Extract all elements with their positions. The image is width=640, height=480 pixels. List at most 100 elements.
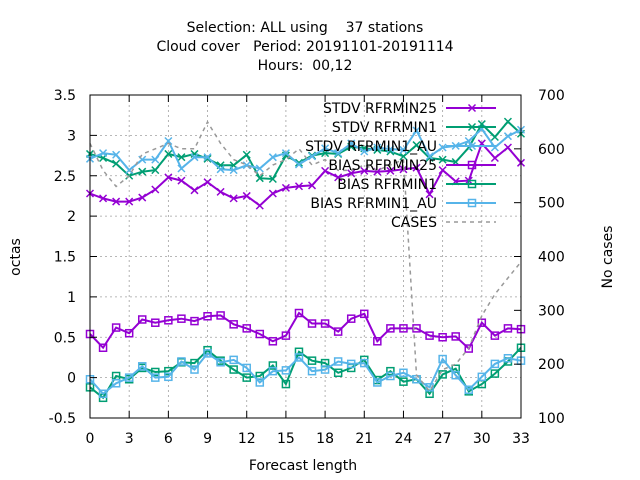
y2-tick-label: 100 [538,411,565,427]
series-line-bias-rfrmin25 [89,311,522,351]
data-point-bias-rfrmin1-au [386,371,395,381]
data-point-bias-rfrmin25 [242,324,251,333]
y2-tick-label: 200 [538,357,565,373]
data-point-stdv-rfrmin25 [438,166,447,175]
series-bias-rfrmin25 [85,308,526,353]
data-point-stdv-rfrmin25 [99,194,108,203]
data-point-bias-rfrmin1-au [320,365,330,374]
data-point-stdv-rfrmin1-au [125,166,134,175]
data-point-bias-rfrmin1-au [346,359,356,369]
legend-label: BIAS RFRMIN1_AU [310,196,437,212]
data-point-bias-rfrmin1-au [124,373,134,382]
data-point-stdv-rfrmin1-au [412,126,421,135]
data-point-stdv-rfrmin1-au [294,160,304,169]
data-point-bias-rfrmin25 [438,333,447,342]
data-point-bias-rfrmin25 [164,316,173,325]
data-point-stdv-rfrmin25 [334,173,343,182]
legend-marker [467,103,477,113]
data-point-bias-rfrmin1 [386,366,395,376]
data-point-bias-rfrmin1 [229,365,238,374]
data-point-bias-rfrmin1-au [490,359,500,369]
data-point-stdv-rfrmin1-au [281,149,290,158]
data-point-stdv-rfrmin1-au [347,139,356,148]
legend-entry-bias-rfrmin25: BIAS RFRMIN25 [328,158,496,174]
data-point-stdv-rfrmin1-au [438,143,447,152]
data-point-bias-rfrmin1 [399,377,408,386]
data-point-bias-rfrmin1-au [216,358,225,367]
x-tick-label: 9 [203,431,212,447]
data-point-stdv-rfrmin1-au [164,136,173,146]
x-tick-label: 21 [355,431,373,447]
data-point-stdv-rfrmin1-au [203,153,212,162]
y-tick-label: 0.5 [54,330,76,346]
data-point-stdv-rfrmin1-au [216,165,225,174]
data-point-bias-rfrmin25 [111,323,121,332]
data-point-bias-rfrmin1 [307,356,317,365]
data-point-stdv-rfrmin25 [360,166,369,175]
y2-tick-label: 700 [538,88,565,104]
data-point-stdv-rfrmin1 [294,158,304,167]
data-point-stdv-rfrmin1-au [255,164,264,173]
data-point-bias-rfrmin25 [320,319,330,328]
data-point-bias-rfrmin25 [333,327,343,336]
series-stdv-rfrmin25 [85,139,526,210]
legend-label: BIAS RFRMIN25 [328,158,437,174]
legend-entry-stdv-rfrmin1-au: STDV RFRMIN1_AU [305,139,496,155]
data-point-bias-rfrmin1 [490,369,500,378]
y-tick-label: -0.5 [49,411,76,427]
data-point-bias-rfrmin1 [164,366,173,376]
y2-tick-label: 300 [538,303,565,319]
series-line-stdv-rfrmin1 [89,120,522,181]
legend-marker [467,122,477,132]
data-point-stdv-rfrmin25 [229,194,238,203]
legend-marker [467,160,477,170]
legend-label: STDV RFRMIN1_AU [305,139,437,155]
data-point-stdv-rfrmin25 [268,189,277,198]
data-point-bias-rfrmin1 [294,347,304,357]
data-point-stdv-rfrmin25 [203,178,212,187]
data-point-bias-rfrmin25 [98,343,108,352]
y-tick-label: 1 [67,290,76,306]
plot-series [85,117,526,403]
data-point-bias-rfrmin1 [281,379,291,389]
data-point-bias-rfrmin1-au [503,353,513,363]
y-tick-label: 3 [67,128,76,144]
data-point-stdv-rfrmin1-au [307,152,317,161]
data-point-stdv-rfrmin1-au [399,145,408,154]
data-point-stdv-rfrmin1-au [177,164,186,173]
data-point-stdv-rfrmin25 [294,182,304,191]
data-point-bias-rfrmin25 [268,337,278,346]
data-point-bias-rfrmin25 [503,324,513,333]
data-point-bias-rfrmin1-au [98,389,108,399]
data-point-bias-rfrmin1-au [137,362,147,371]
data-point-stdv-rfrmin1 [503,117,512,126]
data-point-stdv-rfrmin1 [490,132,499,142]
data-point-bias-rfrmin25 [281,331,291,340]
series-cases [89,120,522,393]
x-tick-label: 0 [86,431,95,447]
y-tick-label: 2.5 [54,169,76,185]
grid [90,95,521,418]
y2-tick-label: 500 [538,196,565,212]
data-point-stdv-rfrmin25 [216,187,225,196]
data-point-stdv-rfrmin25 [242,191,251,200]
data-point-stdv-rfrmin25 [412,163,421,172]
data-point-stdv-rfrmin25 [386,166,395,175]
legend-label: BIAS RFRMIN1 [337,177,437,193]
data-point-stdv-rfrmin25 [281,183,290,192]
chart-title: Selection: ALL using 37 stations Cloud c… [156,20,453,74]
data-point-bias-rfrmin1-au [268,366,278,376]
y2-axis-label: No cases [600,226,616,289]
data-point-stdv-rfrmin25 [112,197,121,206]
legend-marker [467,141,477,151]
legend-entry-cases: CASES [391,215,496,231]
data-point-stdv-rfrmin1 [112,159,121,168]
data-point-stdv-rfrmin1 [138,167,147,176]
data-point-bias-rfrmin25 [399,324,408,333]
data-point-stdv-rfrmin1-au [268,153,277,162]
data-point-bias-rfrmin1-au [151,373,160,382]
chart-title-line-2: Cloud cover Period: 20191101-20191114 [156,39,453,55]
x-tick-label: 30 [473,431,491,447]
legend-label: STDV RFRMIN25 [323,101,437,117]
data-point-bias-rfrmin25 [307,319,317,328]
